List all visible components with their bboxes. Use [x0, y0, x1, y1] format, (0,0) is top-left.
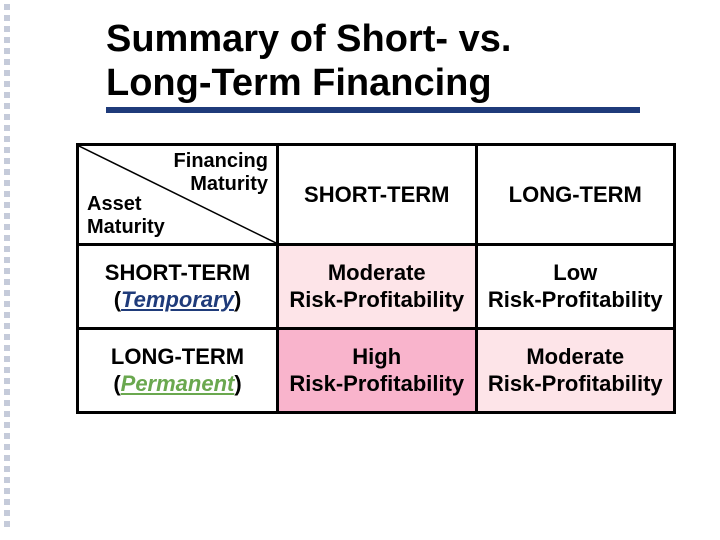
row-header-long-term: LONG-TERM (Permanent)	[78, 329, 278, 413]
row-subtype-permanent: Permanent	[121, 371, 235, 396]
title-underline	[106, 107, 640, 113]
title-line-2: Long-Term Financing	[106, 62, 640, 106]
cell-moderate-1: Moderate Risk-Profitability	[278, 245, 477, 329]
matrix-corner-cell: Financing Maturity Asset Maturity	[78, 145, 278, 245]
corner-top-label: Financing Maturity	[174, 150, 268, 196]
title-line-1: Summary of Short- vs.	[106, 18, 640, 62]
title-block: Summary of Short- vs. Long-Term Financin…	[106, 18, 640, 113]
corner-bottom-label: Asset Maturity	[87, 193, 165, 239]
col-header-long-term: LONG-TERM	[476, 145, 675, 245]
cell-high: High Risk-Profitability	[278, 329, 477, 413]
cell-moderate-2: Moderate Risk-Profitability	[476, 329, 675, 413]
col-header-short-term: SHORT-TERM	[278, 145, 477, 245]
financing-matrix-table: Financing Maturity Asset Maturity SHORT-…	[76, 143, 676, 414]
decorative-dot-column	[0, 0, 24, 540]
row-subtype-temporary: Temporary	[121, 287, 234, 312]
row-header-short-term: SHORT-TERM (Temporary)	[78, 245, 278, 329]
cell-low: Low Risk-Profitability	[476, 245, 675, 329]
slide-content: Summary of Short- vs. Long-Term Financin…	[26, 0, 720, 540]
